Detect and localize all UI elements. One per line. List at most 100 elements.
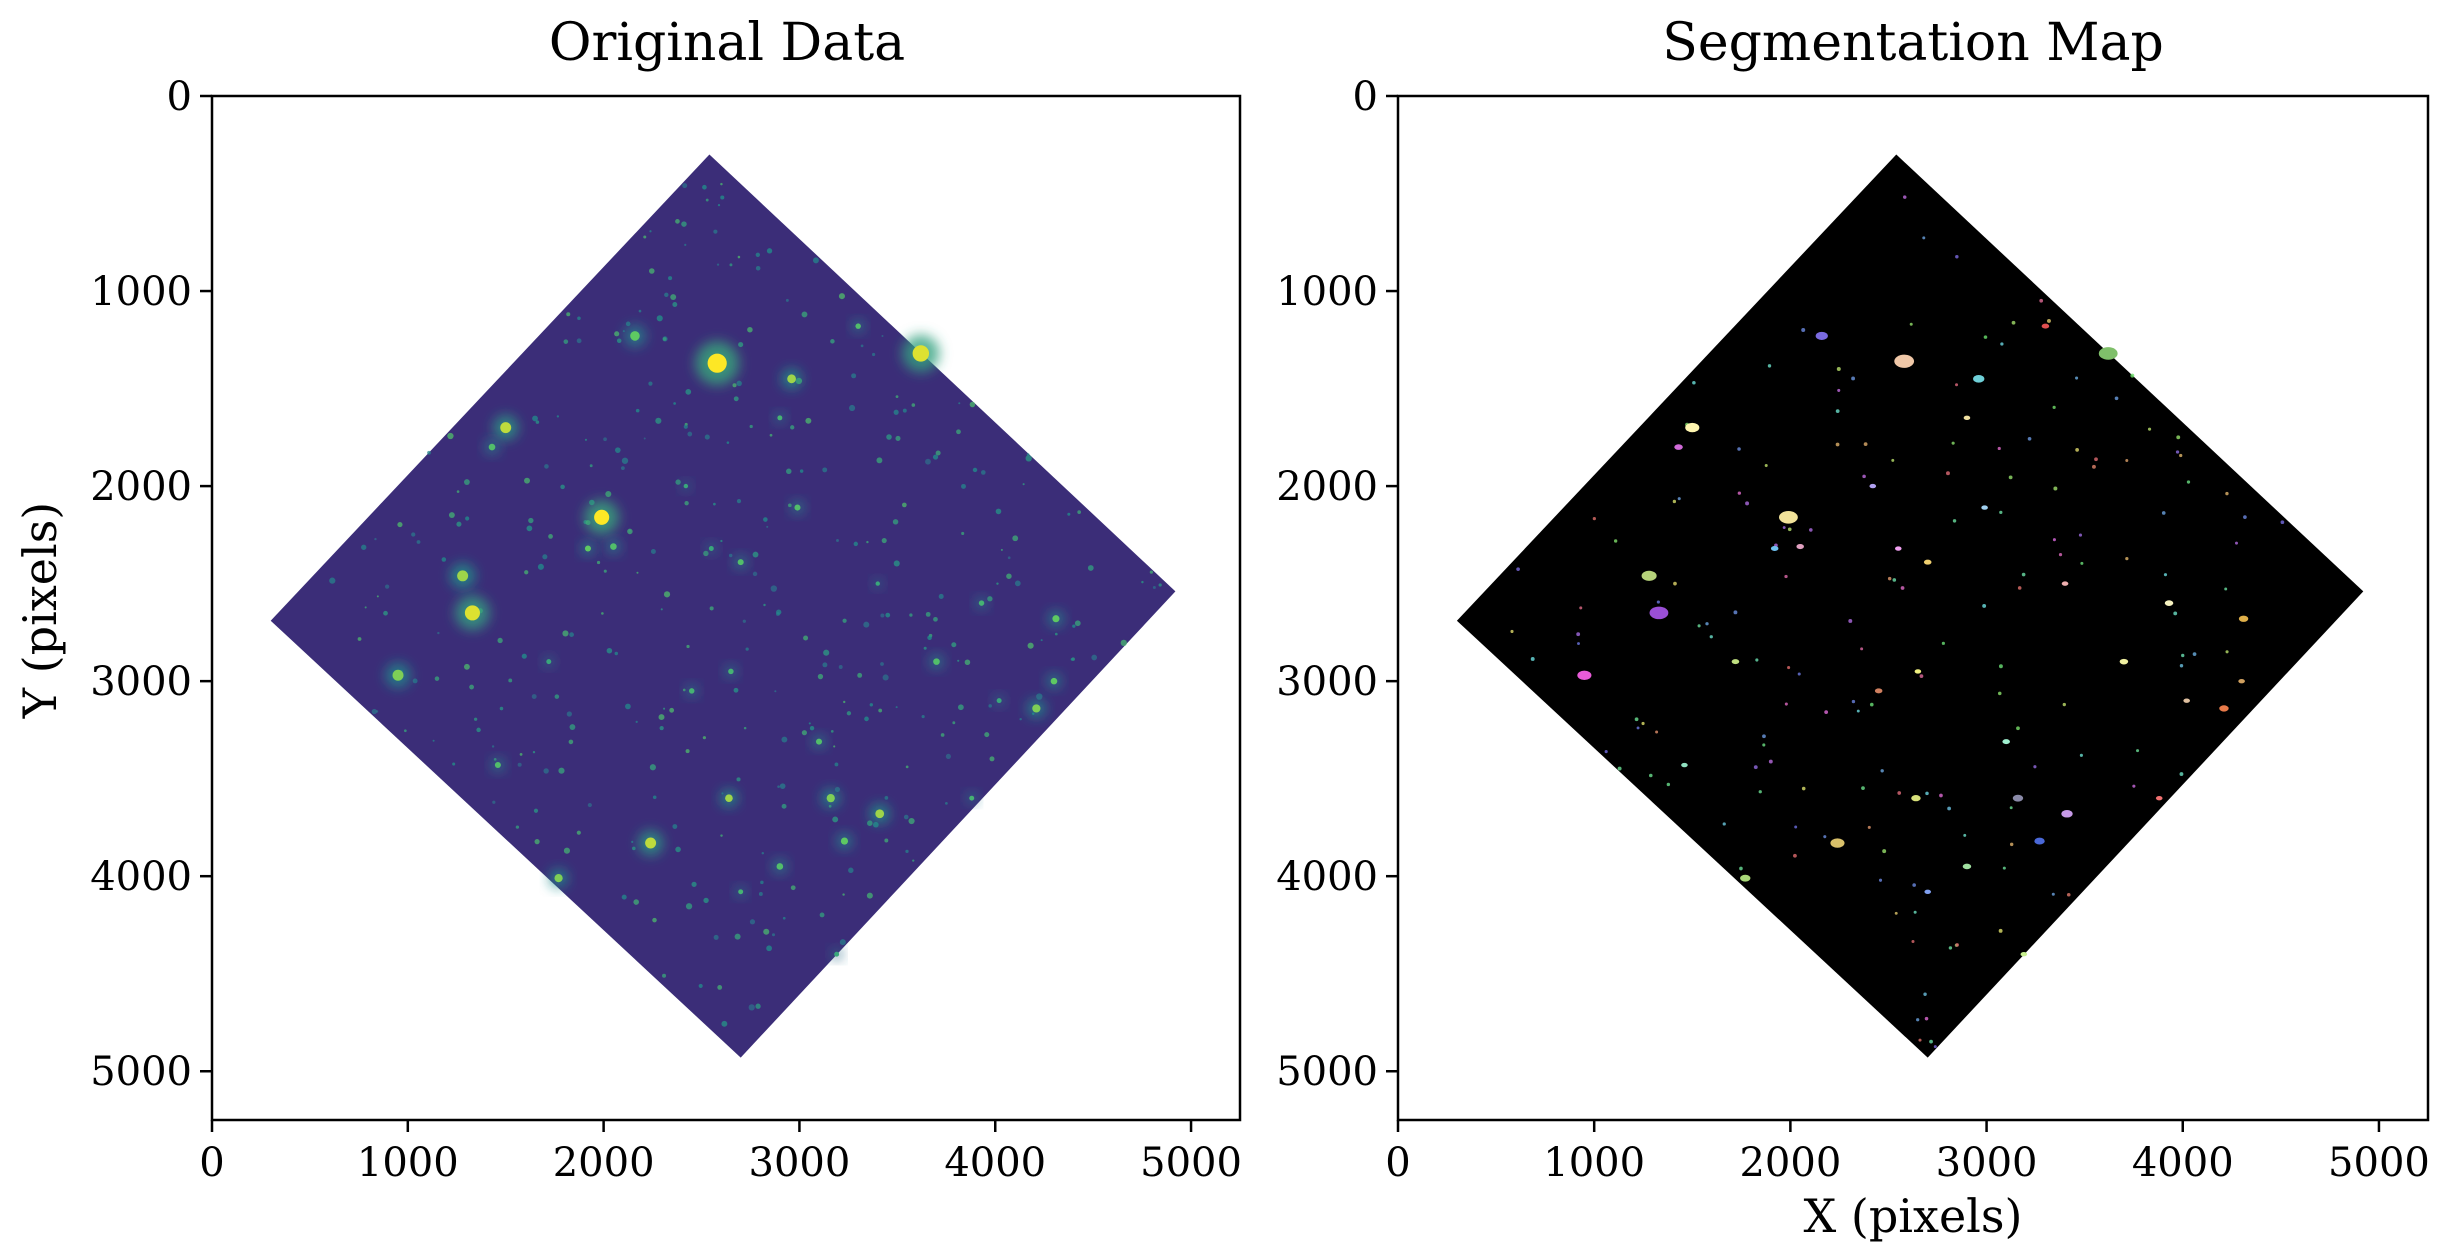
faint-source	[675, 846, 681, 853]
segment	[1815, 331, 1828, 340]
faint-source	[1070, 658, 1074, 661]
faint-source	[614, 331, 620, 337]
faint-source	[996, 582, 999, 585]
faint-segment	[1784, 702, 1788, 706]
source	[975, 596, 988, 610]
faint-segment	[1722, 822, 1726, 826]
faint-source	[781, 803, 787, 809]
faint-source	[729, 263, 733, 267]
source	[455, 595, 490, 631]
faint-source	[755, 265, 761, 271]
faint-source	[616, 338, 622, 343]
faint-segment	[1947, 806, 1952, 811]
faint-source	[526, 525, 533, 532]
x-tick-label: 2000	[1739, 1140, 1841, 1186]
source-core	[707, 353, 727, 373]
faint-source	[838, 665, 843, 669]
faint-source	[685, 903, 693, 910]
faint-source	[531, 694, 537, 699]
source-core	[630, 331, 640, 341]
faint-source	[385, 584, 390, 589]
faint-segment	[1869, 702, 1874, 707]
x-tick-label: 1000	[357, 1140, 459, 1186]
faint-source	[601, 612, 604, 615]
faint-source	[733, 687, 739, 693]
source-core	[996, 698, 1002, 704]
source-core	[875, 809, 885, 819]
faint-source	[957, 704, 964, 711]
faint-source	[463, 663, 470, 670]
faint-segment	[2094, 457, 2098, 462]
faint-source	[537, 563, 544, 570]
faint-source	[961, 483, 966, 489]
faint-source	[987, 596, 993, 602]
faint-source	[669, 707, 675, 713]
source-core	[815, 738, 823, 745]
faint-source	[577, 316, 581, 321]
faint-segment	[1913, 910, 1917, 914]
faint-source	[663, 707, 666, 710]
source	[869, 803, 890, 824]
faint-source	[776, 609, 782, 615]
source	[605, 539, 621, 555]
faint-segment	[1837, 388, 1841, 392]
source-core	[610, 543, 617, 550]
faint-segment	[1929, 1039, 1933, 1044]
faint-segment	[1768, 759, 1773, 764]
faint-source	[1019, 717, 1022, 721]
faint-segment	[1655, 730, 1659, 734]
faint-segment	[1911, 939, 1915, 944]
faint-source	[758, 891, 763, 896]
y-tick-label: 5000	[90, 1049, 192, 1095]
source	[543, 655, 555, 668]
source	[1046, 673, 1062, 689]
faint-segment	[1733, 610, 1738, 615]
faint-source	[548, 534, 553, 539]
faint-source	[822, 662, 828, 668]
faint-source	[880, 662, 884, 666]
faint-source	[535, 420, 540, 424]
faint-source	[932, 454, 939, 460]
segment	[1779, 511, 1798, 524]
faint-source	[860, 344, 864, 348]
faint-source	[603, 437, 607, 442]
x-tick-label: 5000	[1140, 1140, 1242, 1186]
source-core	[1050, 677, 1058, 685]
faint-segment	[1787, 527, 1792, 532]
faint-segment	[1933, 1045, 1937, 1049]
faint-segment	[1941, 641, 1945, 645]
faint-source	[686, 644, 690, 649]
source	[638, 830, 664, 856]
faint-source	[542, 554, 548, 560]
faint-source	[532, 415, 538, 422]
faint-segment	[1897, 791, 1902, 795]
faint-source	[1074, 620, 1081, 627]
image-footprint	[270, 154, 1176, 1058]
source-core	[875, 581, 880, 586]
faint-source	[909, 613, 913, 617]
faint-segment	[1880, 769, 1884, 773]
faint-segment	[1793, 853, 1797, 858]
faint-source	[964, 659, 971, 666]
faint-segment	[1867, 825, 1871, 829]
faint-segment	[2147, 427, 2152, 431]
faint-source	[812, 257, 819, 264]
faint-segment	[2053, 486, 2058, 491]
faint-source	[685, 389, 692, 395]
faint-source	[603, 569, 607, 573]
faint-segment	[2280, 520, 2285, 525]
faint-segment	[1955, 255, 1959, 259]
faint-source	[763, 517, 768, 522]
source	[733, 555, 748, 570]
faint-segment	[1882, 849, 1887, 854]
faint-source	[447, 432, 454, 440]
faint-source	[1077, 510, 1081, 514]
faint-source	[703, 897, 709, 904]
faint-source	[1087, 565, 1094, 571]
x-tick-label: 1000	[1543, 1140, 1645, 1186]
faint-source	[777, 785, 780, 789]
faint-source	[652, 917, 657, 923]
source-core	[494, 761, 501, 769]
faint-source	[371, 708, 377, 715]
faint-source	[752, 571, 758, 577]
